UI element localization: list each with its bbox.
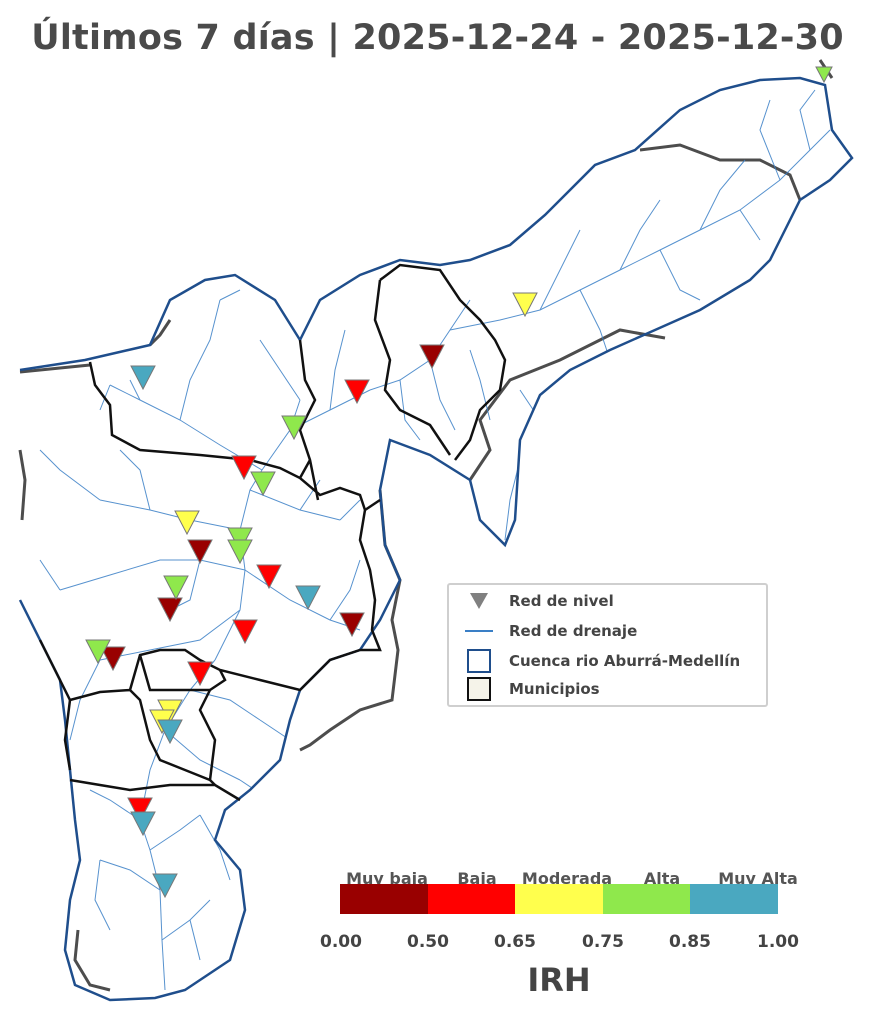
station-marker[interactable] [227, 539, 253, 565]
station-marker[interactable] [130, 365, 156, 391]
colorbar-tick: 0.50 [407, 932, 449, 952]
colorbar-segment [602, 884, 691, 914]
legend-label: Red de drenaje [509, 622, 638, 640]
legend-label: Cuenca rio Aburrá-Medellín [509, 652, 741, 670]
colorbar-category: Baja [457, 869, 497, 888]
legend-item-red-de-drenaje: Red de drenaje [449, 619, 637, 643]
gray-triangle-icon [449, 592, 509, 610]
colorbar-category: Muy baja [346, 869, 428, 888]
station-marker[interactable] [419, 344, 445, 370]
stations-baja [127, 379, 370, 823]
colorbar-tick: 0.75 [582, 932, 624, 952]
outside-boundaries [18, 59, 834, 992]
municipal-boundaries [38, 263, 507, 802]
station-marker[interactable] [174, 510, 200, 536]
colorbar-category: Moderada [521, 869, 613, 888]
station-marker[interactable] [130, 811, 156, 837]
station-marker[interactable] [344, 379, 370, 405]
colorbar-segment [690, 884, 778, 914]
stations-moderada [149, 292, 538, 735]
station-marker[interactable] [152, 873, 178, 899]
drainage-network [39, 89, 831, 991]
colorbar-title: IRH [527, 961, 591, 999]
colorbar-tick: 0.65 [494, 932, 536, 952]
colorbar-segment [427, 884, 516, 914]
station-marker[interactable] [85, 639, 111, 665]
colorbar-segment [515, 884, 603, 914]
colorbar-tick: 1.00 [757, 932, 799, 952]
map-title: Últimos 7 días | 2025-12-24 - 2025-12-30 [31, 18, 844, 58]
stations-muy-baja [100, 344, 445, 672]
station-marker[interactable] [157, 597, 183, 623]
black-square-icon [449, 676, 509, 702]
station-marker[interactable] [339, 612, 365, 638]
station-marker[interactable] [232, 619, 258, 645]
station-marker[interactable] [157, 719, 183, 745]
colorbar-tick: 0.85 [669, 932, 711, 952]
station-marker[interactable] [256, 564, 282, 590]
station-marker[interactable] [163, 575, 189, 601]
station-marker[interactable] [187, 539, 213, 565]
station-marker[interactable] [127, 797, 153, 823]
legend-item-municipios: Municipios [449, 677, 600, 701]
blue-line-icon [449, 628, 509, 634]
colorbar-category: Muy Alta [718, 869, 798, 888]
colorbar-category: Alta [643, 869, 681, 888]
colorbar-segment [340, 884, 428, 914]
colorbar [340, 884, 778, 914]
station-marker[interactable] [815, 66, 833, 84]
map-legend: Red de nivel Red de drenaje Cuenca rio A… [447, 583, 768, 707]
station-marker[interactable] [512, 292, 538, 318]
station-marker[interactable] [100, 646, 126, 672]
station-marker[interactable] [231, 455, 257, 481]
stations-alta [85, 66, 833, 665]
stations-muy-alta [130, 365, 321, 899]
station-marker[interactable] [295, 585, 321, 611]
blue-square-icon [449, 648, 509, 674]
station-marker[interactable] [250, 471, 276, 497]
colorbar-tick: 0.00 [320, 932, 362, 952]
legend-item-cuenca: Cuenca rio Aburrá-Medellín [449, 649, 740, 673]
legend-item-red-de-nivel: Red de nivel [449, 589, 614, 613]
station-marker[interactable] [187, 661, 213, 687]
legend-label: Municipios [509, 680, 600, 698]
station-marker[interactable] [281, 415, 307, 441]
legend-label: Red de nivel [509, 592, 614, 610]
basin-boundary [18, 76, 854, 1002]
